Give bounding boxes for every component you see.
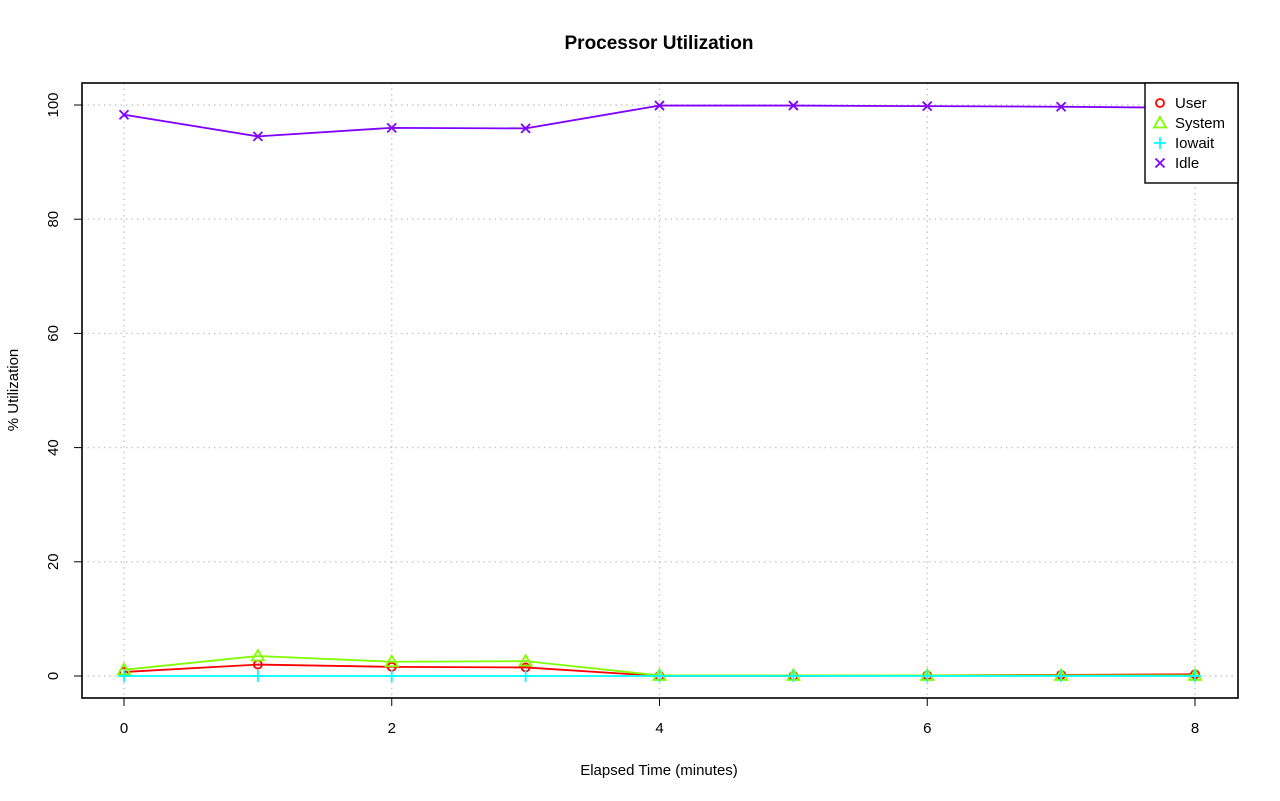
y-axis-label: % Utilization xyxy=(5,349,22,432)
series-idle-point xyxy=(386,122,397,133)
legend-marker-iowait xyxy=(1154,137,1166,149)
y-tick-label: 20 xyxy=(45,553,62,570)
legend-label-system: System xyxy=(1175,115,1225,132)
series-iowait-point xyxy=(118,670,130,682)
y-tick-label: 40 xyxy=(45,439,62,456)
series-iowait-point xyxy=(653,670,666,682)
series-idle-point xyxy=(788,100,799,111)
y-tick-label: 100 xyxy=(45,92,62,117)
x-tick-label: 4 xyxy=(655,720,663,737)
series-system-point xyxy=(250,648,266,662)
series-iowait-point xyxy=(251,670,264,682)
series-iowait-point xyxy=(519,670,532,682)
chart-title: Processor Utilization xyxy=(565,33,754,54)
series-idle-point xyxy=(252,131,264,142)
x-axis-label: Elapsed Time (minutes) xyxy=(580,762,738,779)
grid xyxy=(82,83,1238,698)
x-tick-label: 2 xyxy=(388,720,396,737)
series-system-point xyxy=(518,653,534,667)
x-tick-label: 6 xyxy=(923,720,931,737)
series-idle-point xyxy=(520,123,531,134)
legend-label-user: User xyxy=(1175,95,1207,112)
series-idle xyxy=(118,100,1201,142)
legend-label-iowait: Iowait xyxy=(1175,135,1215,152)
series-idle-point xyxy=(922,101,933,112)
legend-marker-system xyxy=(1152,115,1168,129)
x-tick-label: 0 xyxy=(120,720,128,737)
series-idle-point xyxy=(654,100,665,111)
series-iowait-point xyxy=(921,670,934,682)
series-iowait-point xyxy=(1189,670,1201,682)
series-layer xyxy=(116,100,1203,682)
y-tick-label: 0 xyxy=(45,672,62,680)
series-iowait-point xyxy=(385,670,398,682)
series-system-point xyxy=(384,653,400,668)
legend-marker-user xyxy=(1155,98,1165,108)
legend: User System Iowait Idle xyxy=(1144,82,1239,184)
y-tick-label: 80 xyxy=(45,211,62,228)
series-idle-line xyxy=(123,104,1196,138)
x-tick-label: 8 xyxy=(1191,720,1199,737)
y-tick-label: 60 xyxy=(45,325,62,342)
legend-label-idle: Idle xyxy=(1175,155,1199,172)
series-idle-point xyxy=(118,109,130,120)
series-iowait-point xyxy=(1055,670,1068,682)
series-idle-point xyxy=(1055,101,1067,112)
series-iowait xyxy=(118,670,1201,682)
legend-marker-idle xyxy=(1154,157,1166,169)
series-iowait-point xyxy=(787,670,800,682)
